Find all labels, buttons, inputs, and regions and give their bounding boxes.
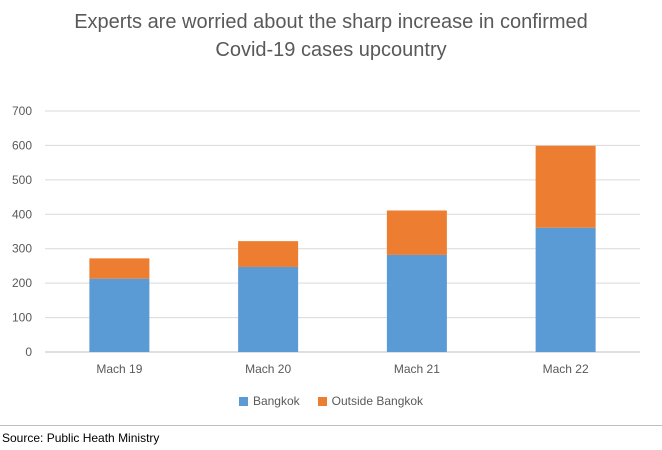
source-note: Source: Public Heath Ministry <box>2 431 160 445</box>
bar-bangkok-4 <box>535 227 596 352</box>
chart-area: Experts are worried about the sharp incr… <box>0 8 662 408</box>
legend-swatch-bangkok <box>238 396 248 406</box>
bar-outside-bangkok-3 <box>386 210 447 255</box>
chart-title-line-2: Covid-19 cases upcountry <box>215 39 447 61</box>
chart-title-line-1: Experts are worried about the sharp incr… <box>74 11 588 33</box>
bar-bangkok-1 <box>89 278 150 352</box>
y-tick-label-0: 0 <box>25 345 32 359</box>
bar-chart-svg: 0 100 200 300 400 500 600 700 Mach 19 Mach 20 Mach… <box>12 104 640 376</box>
y-tick-label-600: 600 <box>12 138 32 152</box>
y-tick-label-400: 400 <box>12 207 32 221</box>
y-tick-label-300: 300 <box>12 242 32 256</box>
y-tick-label-200: 200 <box>12 276 32 290</box>
bar-bangkok-2 <box>238 266 299 352</box>
legend-label-bangkok: Bangkok <box>252 394 300 408</box>
x-tick-label-2: Mach 20 <box>245 362 291 376</box>
y-tick-label-100: 100 <box>12 311 32 325</box>
y-tick-label-700: 700 <box>12 104 32 118</box>
legend-item-outside-bangkok: Outside Bangkok <box>317 394 424 408</box>
legend-item-bangkok: Bangkok <box>238 394 300 408</box>
bar-outside-bangkok-2 <box>238 241 299 267</box>
x-tick-label-3: Mach 21 <box>394 362 440 376</box>
chart-title: Experts are worried about the sharp incr… <box>0 8 662 64</box>
bar-outside-bangkok-4 <box>535 145 596 228</box>
legend-swatch-outside-bangkok <box>317 396 327 406</box>
bar-outside-bangkok-1 <box>89 258 150 279</box>
x-tick-label-1: Mach 19 <box>96 362 142 376</box>
x-tick-label-4: Mach 22 <box>543 362 589 376</box>
y-tick-label-500: 500 <box>12 173 32 187</box>
chart-legend: Bangkok Outside Bangkok <box>0 394 662 408</box>
source-divider <box>0 425 662 426</box>
bar-bangkok-3 <box>386 254 447 352</box>
legend-label-outside-bangkok: Outside Bangkok <box>331 394 424 408</box>
